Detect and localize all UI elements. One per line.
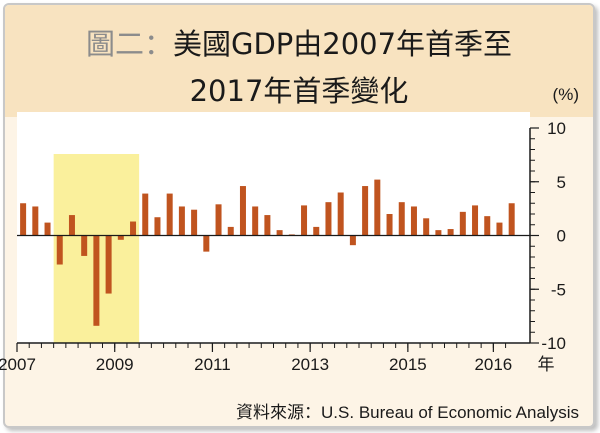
bar-2016Q3: [484, 216, 491, 236]
y-tick-label: 5: [557, 173, 566, 192]
title-band: [5, 5, 593, 117]
chart-title-main: 美國GDP由2007年首季至: [172, 27, 513, 61]
bar-2012Q1: [264, 215, 271, 236]
x-tick-label: 2016: [474, 355, 512, 374]
bar-2007Q1: [20, 203, 27, 236]
y-tick-label: 0: [557, 227, 566, 246]
bar-2007Q2: [32, 206, 39, 236]
figure-number: 圖二: [85, 27, 144, 61]
bar-2016Q1: [459, 211, 466, 236]
bar-2010Q1: [166, 193, 173, 236]
bar-2008Q4: [105, 235, 112, 294]
bar-2009Q4: [154, 217, 161, 236]
y-tick-label: -5: [551, 280, 566, 299]
bar-2014Q3: [386, 214, 393, 236]
bar-2008Q3: [93, 235, 100, 326]
bar-2009Q3: [142, 193, 149, 236]
bar-2014Q1: [362, 186, 369, 236]
bar-2013Q2: [325, 202, 332, 236]
x-tick-label: 2013: [291, 355, 329, 374]
bar-2009Q1: [117, 235, 124, 240]
y-tick-label: 10: [547, 119, 566, 138]
bar-2015Q4: [447, 229, 454, 236]
title-separator: ：: [143, 27, 173, 61]
bar-2010Q2: [178, 206, 185, 236]
bar-2011Q4: [252, 206, 259, 236]
bar-2008Q1: [68, 215, 75, 236]
bar-2013Q4: [349, 235, 356, 246]
bar-2013Q3: [337, 192, 344, 236]
bar-2009Q2: [130, 221, 137, 236]
bar-2016Q2: [472, 205, 479, 236]
bar-2014Q4: [398, 202, 405, 236]
bar-2007Q4: [56, 235, 63, 265]
bar-2015Q2: [423, 218, 430, 236]
bar-2010Q3: [191, 209, 198, 236]
y-tick-label: -10: [541, 334, 566, 353]
bar-2010Q4: [203, 235, 210, 252]
bar-2008Q2: [81, 235, 88, 256]
bar-2013Q1: [313, 226, 320, 236]
bar-2011Q1: [215, 204, 222, 236]
x-tick-label: 2015: [389, 355, 427, 374]
x-tick-label: 2009: [96, 355, 134, 374]
bar-2015Q3: [435, 230, 442, 236]
bar-2016Q4: [496, 222, 503, 236]
x-axis-unit-label: 年: [538, 355, 555, 374]
bar-2012Q4: [301, 205, 308, 236]
bar-2007Q3: [44, 222, 51, 236]
bar-2015Q1: [410, 206, 417, 236]
x-tick-label: 2011: [194, 355, 231, 374]
bar-2017Q1: [508, 203, 515, 236]
bar-2014Q2: [374, 179, 381, 236]
bar-2012Q2: [276, 230, 283, 236]
source-note: 資料來源：U.S. Bureau of Economic Analysis: [236, 403, 579, 422]
bar-2011Q2: [227, 226, 234, 236]
bar-2011Q3: [239, 186, 246, 236]
x-tick-label: 2007: [0, 355, 36, 374]
chart-title-line-2: 2017年首季變化: [189, 74, 409, 108]
y-axis-unit-label: (%): [552, 85, 579, 104]
chart-title-line-1: 圖二：美國GDP由2007年首季至: [5, 21, 593, 63]
